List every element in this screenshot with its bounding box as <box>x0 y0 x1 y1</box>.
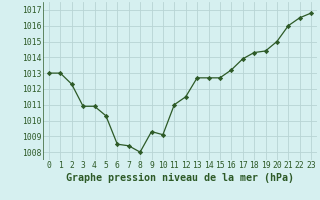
X-axis label: Graphe pression niveau de la mer (hPa): Graphe pression niveau de la mer (hPa) <box>66 173 294 183</box>
